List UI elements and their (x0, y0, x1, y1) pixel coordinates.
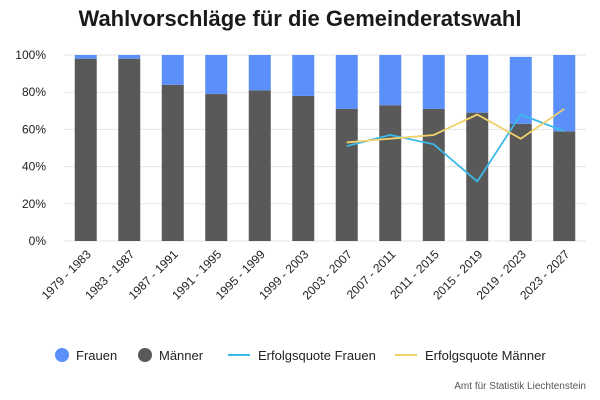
bar-maenner (205, 94, 228, 241)
bar-frauen (74, 55, 97, 59)
bar-maenner (248, 90, 271, 241)
bar-layer (74, 55, 576, 241)
bar-maenner (292, 95, 315, 241)
source-credit: Amt für Statistik Liechtenstein (454, 381, 586, 392)
bar-frauen (118, 55, 141, 59)
bar-maenner (422, 108, 445, 241)
legend-item-frauen[interactable]: Frauen (55, 344, 117, 366)
legend-label-maenner: Männer (159, 347, 204, 363)
bar-maenner (335, 108, 358, 241)
legend-swatch-erfolgsquote-frauen (228, 354, 250, 356)
y-tick-label: 80% (22, 85, 46, 99)
bar-frauen (205, 55, 228, 95)
legend-swatch-frauen (55, 348, 69, 362)
chart-title: Wahlvorschläge für die Gemeinderatswahl (78, 6, 522, 31)
bar-maenner (74, 58, 97, 241)
bar-maenner (466, 112, 489, 241)
bar-frauen (292, 55, 315, 96)
bar-frauen (248, 55, 271, 91)
bar-frauen (161, 55, 184, 85)
grid-layer (64, 54, 586, 242)
bar-maenner (161, 84, 184, 241)
bar-maenner (379, 105, 402, 241)
legend-label-erfolgsquote-maenner: Erfolgsquote Männer (425, 347, 546, 363)
bar-maenner (509, 123, 532, 241)
legend-swatch-maenner (138, 348, 152, 362)
legend-label-erfolgsquote-frauen: Erfolgsquote Frauen (258, 347, 376, 363)
line-erfolgsquote-maenner (346, 108, 565, 144)
bar-frauen (509, 56, 532, 124)
legend-swatch-erfolgsquote-maenner (395, 354, 417, 356)
bar-frauen (379, 55, 402, 106)
y-tick-label: 0% (29, 234, 47, 248)
bar-maenner (553, 131, 576, 241)
legend: Frauen Männer Erfolgsquote Frauen Erfolg… (0, 344, 600, 366)
legend-label-frauen: Frauen (76, 347, 118, 363)
bar-frauen (422, 55, 445, 109)
bar-frauen (335, 55, 358, 109)
y-tick-label: 40% (22, 160, 46, 174)
line-erfolgsquote-frauen (346, 113, 565, 183)
line-layer (346, 108, 565, 183)
legend-item-maenner[interactable]: Männer (138, 344, 203, 366)
bar-maenner (118, 58, 141, 241)
bar-frauen (553, 55, 576, 132)
y-tick-label: 60% (22, 122, 46, 136)
legend-item-erfolgsquote-frauen[interactable]: Erfolgsquote Frauen (228, 344, 376, 366)
bar-frauen (466, 55, 489, 113)
y-axis: 0% 20% 40% 60% 80% 100% (15, 48, 46, 248)
y-tick-label: 20% (22, 197, 46, 211)
y-tick-label: 100% (15, 48, 46, 62)
legend-item-erfolgsquote-maenner[interactable]: Erfolgsquote Männer (395, 344, 546, 366)
